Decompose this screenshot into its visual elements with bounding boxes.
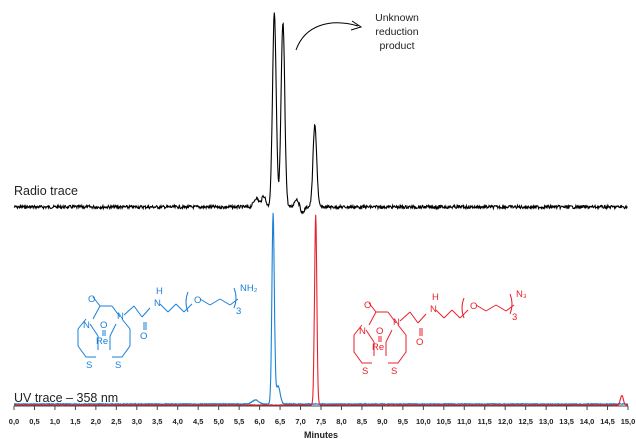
x-tick-label: 8,0 [336, 417, 346, 426]
red-oxo-o: O [376, 326, 383, 337]
red-oxygen-top: O [364, 300, 371, 311]
blue-sulfur-left: S [86, 360, 92, 371]
x-tick-label: 12,5 [518, 417, 533, 426]
x-tick-label: 0,5 [29, 417, 39, 426]
blue-rhenium-complex-structure: O H N O N N O Re O S S 3 NH₂ [77, 283, 258, 371]
red-rhenium-complex-structure: O H N O N N O Re O S S 3 N₃ [353, 289, 527, 377]
red-azide-group: N₃ [516, 289, 527, 300]
red-ring-n-right: N [393, 317, 400, 328]
red-ring-n-left: N [359, 326, 366, 337]
annotation-arrow [295, 22, 359, 51]
annotation-line-1: Unknown [375, 12, 419, 24]
red-ether-o: O [470, 301, 477, 312]
red-amide-o: O [416, 337, 423, 348]
blue-rhenium: Re [96, 336, 108, 347]
blue-oxygen-top: O [88, 294, 95, 305]
blue-oxo-o: O [100, 320, 107, 331]
blue-repeat-subscript: 3 [236, 306, 241, 317]
uv-red-trace-line [13, 214, 628, 407]
x-tick-label: 5,0 [213, 417, 223, 426]
x-tick-label: 10,0 [416, 417, 431, 426]
x-axis-ticks: 0,0 0,5 1,0 1,5 2,0 2,5 3,0 3,5 4,0 4,5 5,0 5,5 6,0 6… [9, 406, 636, 426]
x-tick-label: 12,0 [498, 417, 513, 426]
x-tick-label: 13,0 [539, 417, 554, 426]
x-tick-label: 2,0 [91, 417, 101, 426]
x-tick-label: 0,0 [9, 417, 19, 426]
x-tick-label: 9,5 [398, 417, 408, 426]
x-tick-label: 8,5 [357, 417, 367, 426]
red-repeat-subscript: 3 [512, 312, 517, 323]
radio-trace-label: Radio trace [14, 184, 78, 198]
x-tick-label: 9,0 [377, 417, 387, 426]
blue-sulfur-right: S [115, 360, 121, 371]
blue-ring-n-right: N [117, 311, 124, 322]
x-tick-label: 1,5 [70, 417, 80, 426]
blue-ring-n-left: N [83, 320, 90, 331]
x-tick-label: 14,5 [600, 417, 615, 426]
blue-amide-h: H [156, 286, 163, 297]
blue-amine-group: NH₂ [240, 283, 258, 294]
x-tick-label: 6,0 [254, 417, 264, 426]
x-tick-label: 13,5 [559, 417, 574, 426]
red-amide-h: H [432, 292, 439, 303]
blue-ether-o: O [194, 295, 201, 306]
x-tick-label: 7,0 [295, 417, 305, 426]
annotation-arrowhead [350, 20, 363, 31]
x-tick-label: 3,5 [152, 417, 162, 426]
x-tick-label: 11,0 [457, 417, 471, 426]
annotation-line-2: reduction [375, 26, 418, 38]
x-tick-label: 6,5 [275, 417, 285, 426]
unknown-product-annotation: Unknown reduction product [295, 12, 419, 52]
red-rhenium: Re [372, 342, 384, 353]
blue-amide-n: N [154, 298, 161, 309]
x-tick-label: 15,0 [621, 417, 636, 426]
x-tick-label: 3,0 [132, 417, 142, 426]
x-tick-label: 1,0 [50, 417, 60, 426]
uv-blue-trace-line [13, 212, 629, 406]
x-tick-label: 4,5 [193, 417, 203, 426]
red-amide-n: N [430, 304, 437, 315]
x-tick-label: 7,5 [316, 417, 326, 426]
radio-trace-line [13, 12, 628, 215]
x-tick-label: 14,0 [580, 417, 595, 426]
x-tick-label: 2,5 [111, 417, 121, 426]
x-tick-label: 4,0 [173, 417, 183, 426]
blue-amide-o: O [140, 331, 147, 342]
red-sulfur-left: S [362, 366, 368, 377]
x-tick-label: 5,5 [234, 417, 244, 426]
annotation-line-3: product [379, 40, 414, 52]
x-tick-label: 10,5 [436, 417, 451, 426]
x-axis-title: Minutes [304, 430, 338, 439]
x-tick-label: 11,5 [478, 417, 492, 426]
red-sulfur-right: S [391, 366, 397, 377]
uv-trace-label: UV trace – 358 nm [14, 391, 118, 405]
